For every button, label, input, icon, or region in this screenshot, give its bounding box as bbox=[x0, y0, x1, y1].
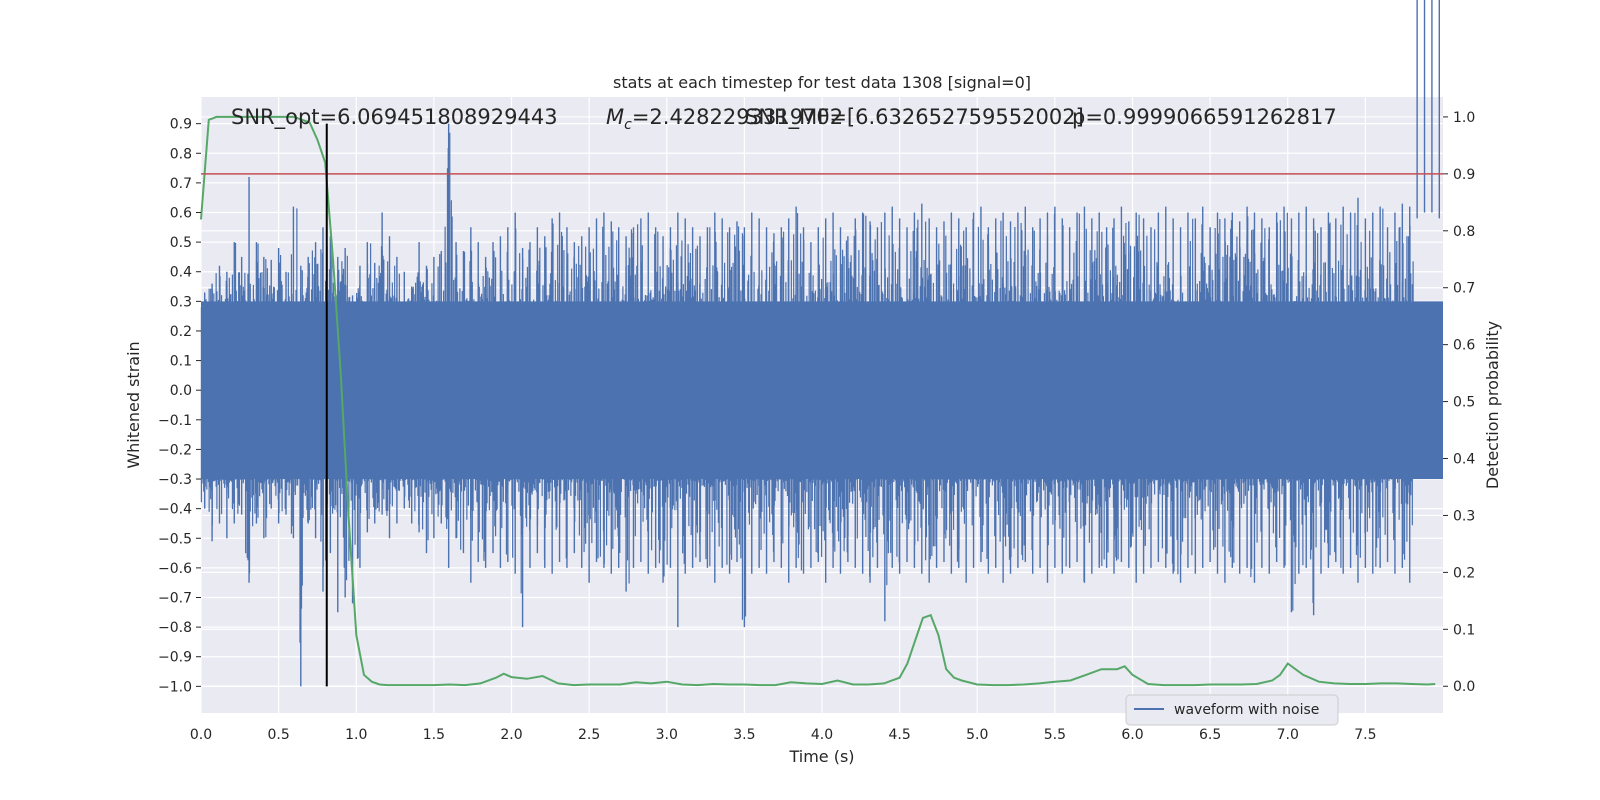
chirp-mass-symbol: M bbox=[606, 105, 624, 129]
y-tick-label: −0.7 bbox=[158, 591, 192, 607]
y-tick-label: −0.1 bbox=[158, 413, 192, 429]
y-tick-label: 0.3 bbox=[170, 294, 192, 310]
x-tick-label: 1.5 bbox=[423, 727, 445, 743]
y2-tick-label: 0.6 bbox=[1453, 338, 1475, 354]
y-tick-label: −1.0 bbox=[158, 679, 192, 695]
chirp-mass-annotation: Mc=2.4282293319702 bbox=[606, 105, 843, 133]
waveform-series bbox=[200, 0, 1443, 687]
x-tick-label: 5.0 bbox=[966, 727, 988, 743]
legend-label: waveform with noise bbox=[1174, 702, 1319, 718]
y2-tick-label: 0.4 bbox=[1453, 452, 1475, 468]
x-tick-labels: 0.0 0.5 1.0 1.5 2.0 2.5 3.0 3.5 4.0 4.5 5.0 5.5 6.0 6… bbox=[190, 727, 1377, 743]
x-axis-label: Time (s) bbox=[788, 747, 854, 766]
y2-tick-label: 0.8 bbox=[1453, 224, 1475, 240]
x-tick-label: 6.0 bbox=[1121, 727, 1143, 743]
x-tick-label: 4.0 bbox=[811, 727, 833, 743]
chirp-mass-subscript: c bbox=[624, 117, 632, 133]
chart-title: stats at each timestep for test data 130… bbox=[613, 73, 1031, 92]
x-tick-label: 0.5 bbox=[267, 727, 289, 743]
y-tick-label: −0.8 bbox=[158, 620, 192, 636]
x-tick-label: 3.0 bbox=[656, 727, 678, 743]
y-tick-label: −0.2 bbox=[158, 442, 192, 458]
x-tick-label: 6.5 bbox=[1199, 727, 1221, 743]
y2-tick-labels: 1.0 0.9 0.8 0.7 0.6 0.5 0.4 0.3 0.2 0.1 0.0 bbox=[1443, 110, 1475, 695]
waveform-core-band bbox=[201, 301, 1443, 480]
y-tick-label: −0.3 bbox=[158, 472, 192, 488]
chirp-mass-value: =2.4282293319702 bbox=[632, 105, 843, 129]
p-value-annotation: p=0.9999066591262817 bbox=[1072, 105, 1337, 129]
y-tick-label: −0.4 bbox=[158, 502, 192, 518]
y2-tick-label: 0.0 bbox=[1453, 679, 1475, 695]
x-tick-label: 1.0 bbox=[345, 727, 367, 743]
x-tick-label: 2.0 bbox=[500, 727, 522, 743]
y-tick-labels: 0.9 0.8 0.7 0.6 0.5 0.4 0.3 0.2 0.1 0.0 −0.1 −0.2 −0… bbox=[158, 117, 201, 695]
x-tick-label: 4.5 bbox=[888, 727, 910, 743]
snr-opt-annotation: SNR_opt=6.069451808929443 bbox=[231, 105, 558, 130]
y2-axis-label: Detection probability bbox=[1483, 321, 1502, 489]
y-tick-label: 0.7 bbox=[170, 176, 192, 192]
snr-mf-annotation: SNR_MF=[6.632652759552002] bbox=[745, 105, 1084, 130]
x-tick-label: 7.5 bbox=[1354, 727, 1376, 743]
legend: waveform with noise bbox=[1125, 694, 1339, 726]
y-tick-label: −0.6 bbox=[158, 561, 192, 577]
y-tick-label: 0.0 bbox=[170, 383, 192, 399]
y2-tick-label: 0.9 bbox=[1453, 167, 1475, 183]
y-tick-label: 0.8 bbox=[170, 146, 192, 162]
y2-tick-label: 1.0 bbox=[1453, 110, 1475, 126]
y2-tick-label: 0.2 bbox=[1453, 565, 1475, 581]
probability-series bbox=[200, 115, 1436, 687]
y2-tick-label: 0.7 bbox=[1453, 281, 1475, 297]
y2-tick-label: 0.5 bbox=[1453, 395, 1475, 411]
x-tick-label: 7.0 bbox=[1277, 727, 1299, 743]
x-tick-label: 5.5 bbox=[1044, 727, 1066, 743]
y2-tick-label: 0.1 bbox=[1453, 622, 1475, 638]
y-tick-label: 0.2 bbox=[170, 324, 192, 340]
y-tick-label: 0.5 bbox=[170, 235, 192, 251]
x-tick-label: 3.5 bbox=[733, 727, 755, 743]
x-tick-label: 2.5 bbox=[578, 727, 600, 743]
y-tick-label: −0.5 bbox=[158, 531, 192, 547]
y-tick-label: 0.9 bbox=[170, 117, 192, 133]
y-tick-label: −0.9 bbox=[158, 650, 192, 666]
y-axis-label: Whitened strain bbox=[124, 341, 143, 468]
y-tick-label: 0.1 bbox=[170, 354, 192, 370]
y-tick-label: 0.4 bbox=[170, 265, 192, 281]
x-tick-label: 0.0 bbox=[190, 727, 212, 743]
legend-box bbox=[1125, 694, 1339, 726]
probability-line bbox=[200, 115, 1436, 687]
y2-tick-label: 0.3 bbox=[1453, 508, 1475, 524]
y-tick-label: 0.6 bbox=[170, 206, 192, 222]
